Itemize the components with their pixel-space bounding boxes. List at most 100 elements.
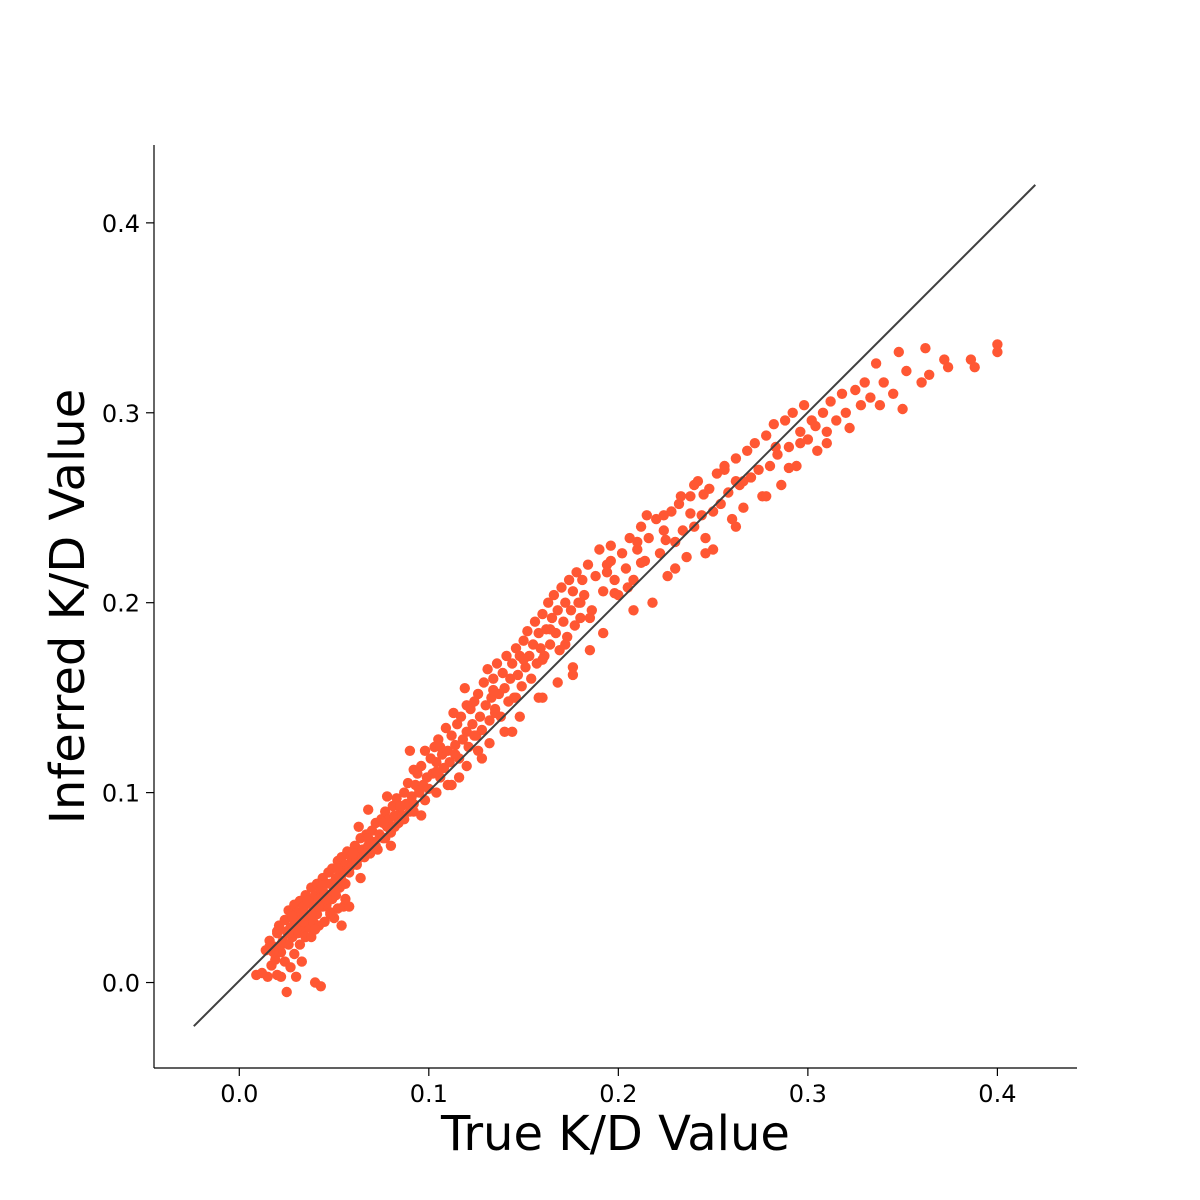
data-point: [689, 479, 700, 491]
data-point: [901, 365, 912, 377]
data-point: [414, 785, 425, 796]
data-point: [537, 608, 548, 620]
data-point: [558, 616, 569, 627]
data-point: [514, 711, 525, 722]
x-tick-label: 0.4: [978, 1080, 1016, 1108]
data-point: [662, 570, 673, 582]
data-point: [355, 872, 366, 884]
data-point: [647, 597, 658, 608]
data-point: [319, 916, 330, 927]
data-point: [431, 757, 442, 768]
data-point: [660, 534, 671, 546]
points-layer: [251, 339, 1003, 998]
data-point: [522, 626, 533, 637]
data-point: [768, 419, 779, 430]
data-point: [544, 624, 556, 635]
x-axis-ticks: 0.0 0.1 0.2 0.3 0.4: [220, 1068, 1016, 1108]
data-point: [635, 521, 647, 532]
data-point: [347, 848, 359, 859]
data-point: [395, 800, 406, 812]
data-point: [798, 400, 810, 411]
data-point: [584, 645, 596, 656]
data-point: [556, 582, 567, 593]
data-point: [787, 407, 798, 418]
data-point: [385, 840, 397, 851]
data-point: [272, 926, 283, 937]
data-point: [431, 766, 442, 777]
data-point: [628, 574, 639, 586]
data-point: [546, 612, 558, 624]
data-point: [569, 620, 580, 631]
data-point: [742, 445, 753, 456]
data-point: [560, 639, 571, 650]
data-point: [590, 570, 601, 582]
data-point: [605, 540, 616, 551]
data-point: [658, 510, 669, 521]
data-point: [317, 880, 328, 891]
data-point: [275, 971, 287, 982]
data-point: [635, 557, 647, 568]
data-point: [700, 548, 711, 559]
data-point: [408, 798, 419, 810]
data-point: [920, 343, 931, 354]
data-point: [681, 551, 692, 563]
data-point: [507, 658, 518, 669]
data-point: [309, 924, 321, 935]
data-point: [969, 362, 980, 373]
data-point: [700, 532, 711, 544]
data-point: [340, 893, 351, 905]
data-point: [563, 574, 575, 586]
data-point: [378, 817, 389, 829]
data-point: [543, 597, 554, 608]
data-point: [893, 346, 904, 358]
data-point: [632, 544, 643, 555]
data-point: [924, 369, 935, 380]
data-point: [670, 563, 681, 574]
data-point: [658, 525, 669, 536]
data-point: [675, 491, 687, 502]
data-point: [351, 859, 362, 870]
data-point: [467, 719, 478, 730]
data-point: [469, 730, 480, 741]
data-point: [598, 586, 609, 597]
data-point: [294, 939, 306, 950]
data-point: [825, 396, 836, 407]
data-point: [859, 377, 870, 388]
data-point: [262, 971, 273, 982]
data-point: [821, 438, 832, 449]
data-point: [795, 438, 806, 449]
data-point: [389, 821, 400, 832]
data-point: [328, 886, 340, 897]
data-point: [298, 916, 309, 927]
data-point: [484, 715, 495, 726]
data-point: [874, 400, 886, 411]
data-point: [450, 739, 461, 751]
data-point: [719, 464, 730, 475]
data-point: [380, 833, 391, 844]
data-point: [497, 667, 508, 679]
data-point: [783, 462, 795, 474]
data-point: [315, 981, 326, 992]
data-point: [529, 616, 541, 627]
data-point: [474, 711, 486, 722]
data-point: [353, 821, 364, 832]
data-point: [567, 662, 579, 673]
data-point: [770, 441, 781, 453]
data-point: [440, 722, 452, 734]
data-point: [738, 502, 749, 513]
data-point: [552, 677, 563, 688]
data-point: [516, 681, 527, 692]
x-tick-label: 0.0: [220, 1080, 258, 1108]
data-point: [446, 730, 457, 741]
data-point: [302, 895, 313, 907]
data-point: [897, 403, 908, 415]
data-point: [480, 700, 491, 711]
data-point: [296, 956, 307, 967]
data-point: [730, 521, 742, 532]
data-point: [605, 555, 616, 567]
data-point: [363, 804, 374, 815]
data-point: [992, 339, 1003, 350]
data-point: [812, 445, 823, 456]
data-point: [641, 510, 652, 521]
data-point: [795, 426, 806, 437]
